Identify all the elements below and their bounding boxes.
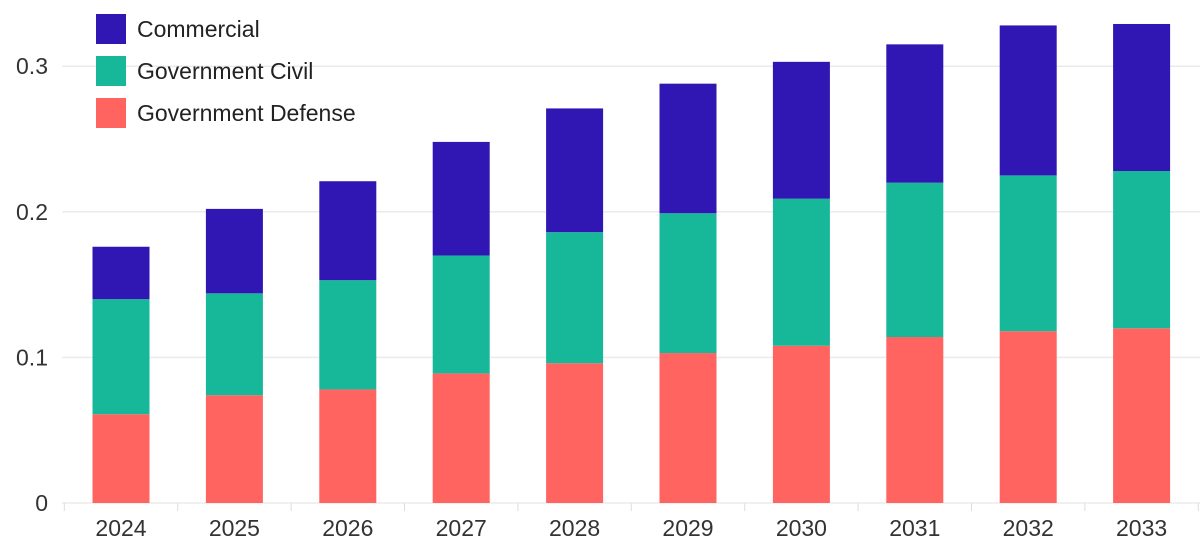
legend-item-government-defense[interactable]: Government Defense [96, 98, 356, 128]
bar-commercial-2031[interactable] [886, 44, 944, 183]
legend-label-government-defense: Government Defense [137, 100, 356, 126]
bar-government-defense-2030[interactable] [772, 345, 830, 503]
bar-government-civil-2029[interactable] [659, 213, 717, 354]
y-axis-ticks: 0 0.1 0.2 0.3 [16, 53, 48, 516]
bar-government-defense-2032[interactable] [999, 331, 1057, 503]
bar-government-defense-2033[interactable] [1113, 328, 1171, 503]
legend-item-government-civil[interactable]: Government Civil [96, 56, 313, 86]
x-axis-ticks: 2024 2025 2026 2027 2028 2029 2030 2031 2032 2033 [63, 503, 1199, 541]
legend-swatch-government-civil [96, 56, 126, 86]
bar-commercial-2027[interactable] [432, 141, 490, 256]
bar-commercial-2029[interactable] [659, 83, 717, 214]
bar-government-civil-2027[interactable] [432, 255, 490, 374]
bar-commercial-2030[interactable] [772, 61, 830, 199]
bar-government-civil-2026[interactable] [319, 280, 377, 390]
bar-government-civil-2031[interactable] [886, 182, 944, 338]
y-tick-label: 0.3 [16, 53, 48, 79]
x-tick-label-2027: 2027 [436, 515, 487, 541]
bar-government-civil-2032[interactable] [999, 175, 1057, 332]
y-tick-label: 0.2 [16, 199, 48, 225]
bar-government-defense-2028[interactable] [546, 363, 604, 503]
x-tick-label-2033: 2033 [1116, 515, 1167, 541]
y-tick-label: 0.1 [16, 344, 48, 370]
legend-label-government-civil: Government Civil [137, 58, 313, 84]
bar-government-defense-2024[interactable] [92, 414, 150, 503]
x-tick-label-2031: 2031 [889, 515, 940, 541]
x-tick-label-2029: 2029 [662, 515, 713, 541]
bar-government-civil-2033[interactable] [1113, 171, 1171, 329]
bar-commercial-2032[interactable] [999, 25, 1057, 176]
legend-label-commercial: Commercial [137, 16, 260, 42]
x-tick-label-2028: 2028 [549, 515, 600, 541]
legend-item-commercial[interactable]: Commercial [96, 14, 260, 44]
bar-commercial-2024[interactable] [92, 246, 150, 300]
bar-government-civil-2024[interactable] [92, 299, 150, 415]
bar-government-civil-2028[interactable] [546, 232, 604, 364]
x-tick-label-2032: 2032 [1003, 515, 1054, 541]
bar-government-civil-2030[interactable] [772, 198, 830, 346]
x-tick-label-2030: 2030 [776, 515, 827, 541]
bar-commercial-2033[interactable] [1113, 23, 1171, 172]
bar-government-defense-2025[interactable] [205, 395, 263, 503]
bar-government-defense-2027[interactable] [432, 373, 490, 503]
bar-government-defense-2031[interactable] [886, 337, 944, 503]
x-tick-label-2026: 2026 [322, 515, 373, 541]
bar-commercial-2028[interactable] [546, 108, 604, 233]
legend-swatch-government-defense [96, 98, 126, 128]
y-tick-label: 0 [35, 490, 48, 516]
x-tick-label-2025: 2025 [209, 515, 260, 541]
bar-government-defense-2029[interactable] [659, 353, 717, 503]
bars [92, 23, 1171, 503]
bar-government-civil-2025[interactable] [205, 293, 263, 396]
bar-government-defense-2026[interactable] [319, 389, 377, 503]
x-tick-label-2024: 2024 [95, 515, 146, 541]
bar-commercial-2026[interactable] [319, 181, 377, 281]
bar-commercial-2025[interactable] [205, 208, 263, 294]
legend-swatch-commercial [96, 14, 126, 44]
legend[interactable]: Commercial Government Civil Government Def… [96, 14, 356, 128]
